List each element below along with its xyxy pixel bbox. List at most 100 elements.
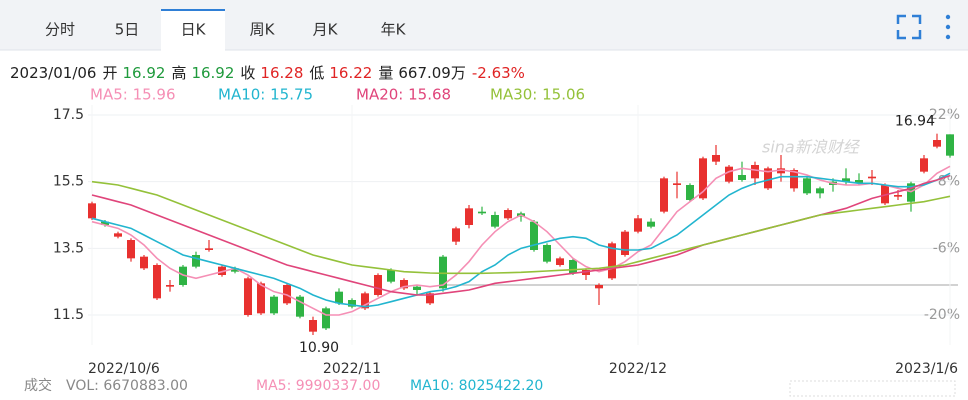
- candle-body: [322, 308, 330, 329]
- candle-body: [946, 134, 954, 156]
- candle-body: [608, 243, 616, 279]
- more-icon[interactable]: [945, 14, 951, 40]
- volume-label: 成交: [24, 377, 52, 394]
- candle-body: [894, 195, 902, 197]
- candle-body: [621, 231, 629, 255]
- candle-body: [491, 215, 499, 227]
- candle-body: [920, 158, 928, 172]
- active-tab-indicator: [161, 9, 225, 11]
- candle-body: [283, 285, 291, 304]
- quote-label: 量: [378, 64, 393, 82]
- y2-tick-label: 22%: [929, 107, 960, 123]
- quote-value: 16.22: [329, 64, 372, 82]
- tab[interactable]: 周K: [250, 21, 276, 39]
- candle-body: [738, 175, 746, 180]
- quote-value: 667.09万: [398, 64, 466, 82]
- candle-body: [673, 183, 681, 185]
- y-tick-label: 17.5: [53, 107, 84, 123]
- candle-body: [712, 155, 720, 162]
- candle-body: [764, 168, 772, 189]
- candle-body: [270, 296, 278, 314]
- candle-body: [439, 256, 447, 289]
- quote-value: 16.92: [191, 64, 234, 82]
- low-annotation: 10.90: [299, 340, 339, 356]
- high-annotation: 16.94: [895, 114, 935, 130]
- range-slider[interactable]: [789, 380, 956, 397]
- candle-body: [803, 178, 811, 194]
- tab[interactable]: 5日: [115, 21, 140, 39]
- candle-body: [244, 278, 252, 315]
- candle-body: [504, 210, 512, 219]
- y2-tick-label: -20%: [924, 307, 960, 323]
- candle-body: [231, 268, 239, 272]
- candle-body: [348, 300, 356, 307]
- candle-body: [582, 270, 590, 275]
- candle-body: [192, 255, 200, 267]
- candle-body: [790, 170, 798, 189]
- ma-line: [91, 174, 951, 296]
- y-tick-label: 15.5: [53, 174, 84, 190]
- candle-body: [179, 266, 187, 285]
- x-tick-label: 2022/11: [323, 361, 381, 377]
- legend-entry: MA20: 15.68: [356, 86, 451, 104]
- candle-body: [400, 280, 408, 289]
- candle-body: [907, 183, 915, 202]
- legend-entry: MA10: 15.75: [218, 86, 313, 104]
- candle-body: [699, 158, 707, 199]
- candle-body: [478, 211, 486, 214]
- candle-body: [413, 286, 421, 290]
- candle-body: [881, 185, 889, 204]
- y-tick-label: 11.5: [53, 307, 84, 323]
- candle-body: [465, 208, 473, 225]
- y2-tick-label: -6%: [933, 240, 960, 256]
- candle-body: [140, 256, 148, 269]
- candle-body: [816, 188, 824, 194]
- x-tick-label: 2022/12: [609, 361, 667, 377]
- candle-body: [309, 320, 317, 332]
- candle-body: [387, 270, 395, 282]
- tab[interactable]: 月K: [313, 21, 339, 39]
- legend-entry: MA5: 15.96: [90, 86, 176, 104]
- quote-value: 16.92: [122, 64, 165, 82]
- tab[interactable]: 年K: [381, 21, 407, 39]
- legend-entry: MA30: 15.06: [490, 86, 585, 104]
- candle-body: [595, 285, 603, 289]
- candle-body: [543, 245, 551, 262]
- x-tick-label: 2022/10/6: [88, 361, 160, 377]
- candle-body: [257, 283, 265, 314]
- candle-body: [88, 203, 96, 219]
- quote-change: -2.63%: [472, 64, 525, 82]
- candle-body: [634, 218, 642, 232]
- quote-label: 开: [102, 64, 117, 82]
- active-tab: [161, 9, 225, 51]
- quote-line: 2023/01/06 开 16.92 高 16.92 收 16.28 低 16.22 量 667.0…: [10, 64, 525, 82]
- quote-value: 16.28: [260, 64, 303, 82]
- candle-body: [855, 180, 863, 184]
- candle-body: [569, 260, 577, 274]
- candle-body: [127, 240, 135, 259]
- candle-body: [556, 258, 564, 265]
- candle-body: [530, 221, 538, 250]
- volume-item: MA5: 9990337.00: [256, 378, 380, 394]
- candle-body: [868, 176, 876, 179]
- fullscreen-icon[interactable]: [896, 14, 922, 40]
- candle-body: [101, 221, 109, 225]
- tab[interactable]: 分时: [45, 21, 75, 39]
- ma-line: [91, 172, 951, 308]
- candle-body: [426, 293, 434, 304]
- quote-label: 低: [309, 64, 324, 82]
- candle-body: [166, 285, 174, 287]
- candle-body: [647, 221, 655, 227]
- candle-body: [153, 265, 161, 299]
- candle-body: [374, 275, 382, 295]
- tab[interactable]: 日K: [181, 21, 207, 39]
- candle-body: [335, 291, 343, 304]
- quote-date: 2023/01/06: [10, 64, 96, 82]
- volume-item: MA10: 8025422.20: [410, 378, 543, 394]
- candle-body: [842, 178, 850, 182]
- quote-label: 高: [171, 64, 186, 82]
- candle-body: [452, 228, 460, 242]
- candle-body: [725, 166, 733, 182]
